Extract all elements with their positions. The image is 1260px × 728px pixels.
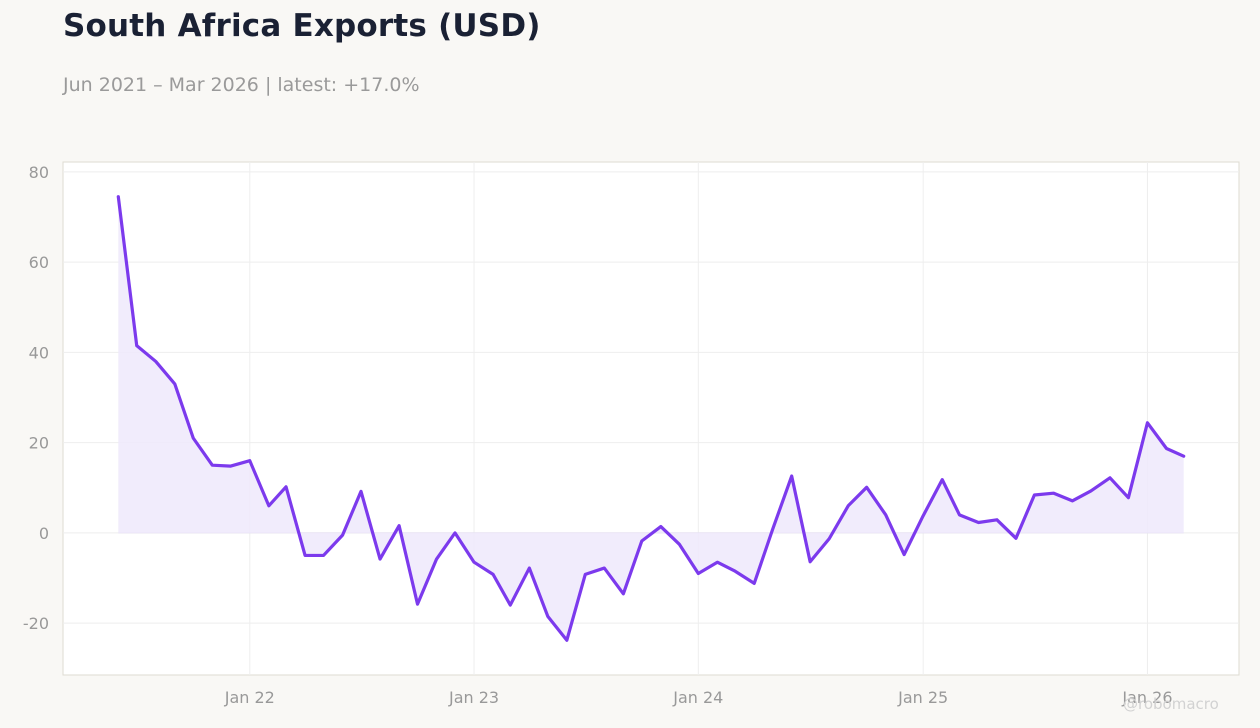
- data-point: [154, 359, 158, 363]
- data-point: [1014, 536, 1018, 540]
- y-tick-label: 80: [29, 163, 49, 182]
- y-tick-label: -20: [23, 614, 49, 633]
- data-point: [267, 504, 271, 508]
- data-point: [621, 592, 625, 596]
- data-point: [884, 513, 888, 517]
- data-point: [640, 539, 644, 543]
- data-point: [921, 514, 925, 518]
- watermark: @robomacro: [1123, 695, 1219, 713]
- data-point: [322, 553, 326, 557]
- data-point: [696, 571, 700, 575]
- data-point: [995, 518, 999, 522]
- data-point: [248, 459, 252, 463]
- grid: [63, 162, 1239, 675]
- data-point: [173, 382, 177, 386]
- data-point: [341, 533, 345, 537]
- data-point: [1032, 493, 1036, 497]
- data-point: [116, 195, 120, 199]
- data-point: [659, 525, 663, 529]
- data-point: [1165, 447, 1169, 451]
- data-point: [976, 521, 980, 525]
- data-point: [284, 485, 288, 489]
- y-tick-label: 40: [29, 343, 49, 362]
- data-point: [902, 553, 906, 557]
- data-point: [940, 478, 944, 482]
- data-point: [1126, 496, 1130, 500]
- x-tick-label: Jan 22: [224, 688, 275, 707]
- data-point: [1182, 454, 1186, 458]
- data-point: [210, 463, 214, 467]
- series-line: [116, 195, 1186, 642]
- data-point: [527, 566, 531, 570]
- chart-subtitle: Jun 2021 – Mar 2026 | latest: +17.0%: [63, 74, 420, 96]
- y-tick-label: 20: [29, 434, 49, 453]
- data-point: [359, 489, 363, 493]
- axes: 80 60 40 20 0 -20 Jan 22 Jan 23 Jan 24 Jan 25 Jan …: [23, 163, 1173, 707]
- data-point: [191, 436, 195, 440]
- data-point: [229, 464, 233, 468]
- series-layer: [116, 195, 1186, 642]
- data-point: [1051, 491, 1055, 495]
- data-point: [1108, 476, 1112, 480]
- x-tick-label: Jan 24: [672, 688, 723, 707]
- x-tick-label: Jan 25: [897, 688, 948, 707]
- data-point: [508, 603, 512, 607]
- data-point: [435, 557, 439, 561]
- data-point: [1070, 499, 1074, 503]
- data-point: [827, 537, 831, 541]
- data-point: [135, 344, 139, 348]
- data-point: [865, 485, 869, 489]
- chart-title: South Africa Exports (USD): [63, 8, 541, 44]
- data-point: [491, 572, 495, 576]
- data-point: [546, 614, 550, 618]
- data-point: [602, 566, 606, 570]
- data-point: [808, 560, 812, 564]
- x-tick-label: Jan 26: [1121, 688, 1172, 707]
- data-point: [397, 524, 401, 528]
- data-point: [1145, 421, 1149, 425]
- data-point: [583, 572, 587, 576]
- y-tick-label: 60: [29, 253, 49, 272]
- data-point: [303, 553, 307, 557]
- data-point: [453, 531, 457, 535]
- data-point: [715, 560, 719, 564]
- data-point: [790, 474, 794, 478]
- y-tick-label: 0: [39, 524, 49, 543]
- data-point: [733, 569, 737, 573]
- data-point: [1089, 489, 1093, 493]
- data-point: [846, 504, 850, 508]
- data-point: [565, 638, 569, 642]
- data-point: [416, 602, 420, 606]
- data-point: [378, 557, 382, 561]
- data-point: [677, 542, 681, 546]
- plot-area: [62, 161, 1240, 676]
- data-point: [472, 560, 476, 564]
- data-point: [752, 581, 756, 585]
- data-point: [771, 527, 775, 531]
- x-tick-label: Jan 23: [448, 688, 499, 707]
- data-point: [957, 513, 961, 517]
